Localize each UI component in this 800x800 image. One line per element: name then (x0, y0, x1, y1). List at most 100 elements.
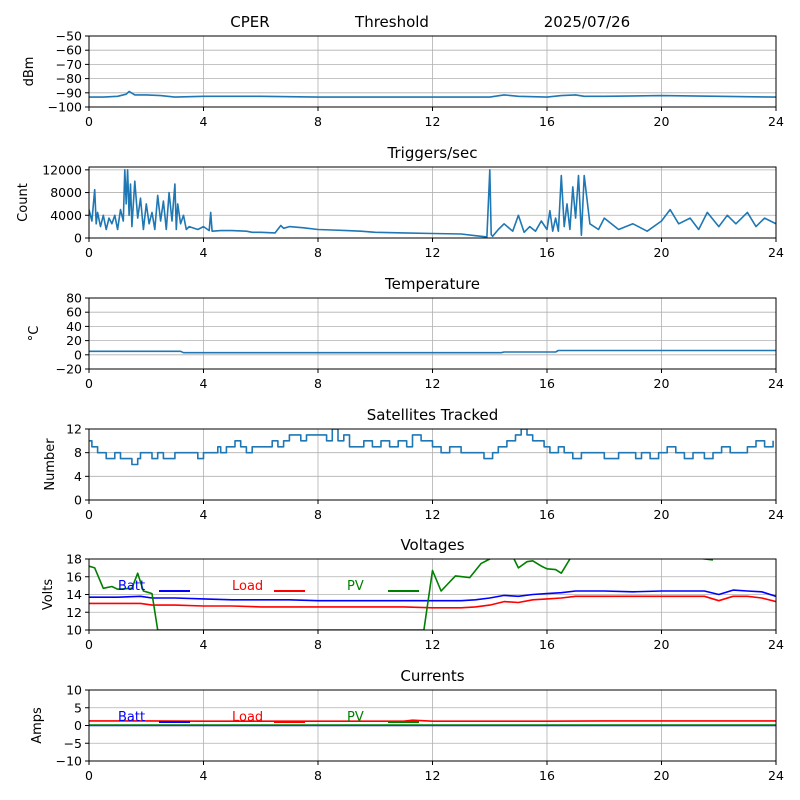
triggers-ytick-label: 12000 (42, 162, 82, 177)
voltages-xtick-label: 20 (654, 637, 670, 652)
header-site: CPER (230, 13, 269, 31)
satellites-xtick-label: 0 (85, 507, 93, 522)
voltages-chart: 0 4 8 12 16 20 24 10 12 14 16 18 Voltages Volts Batt Lo… (41, 536, 784, 652)
temperature-xtick-label: 24 (768, 376, 784, 391)
signal-xtick-label: 12 (425, 114, 441, 129)
signal-xtick-label: 20 (654, 114, 670, 129)
currents-legend-label-load: Load (232, 710, 263, 725)
satellites-xtick-label: 24 (768, 507, 784, 522)
temperature-ytick-label: 0 (74, 347, 82, 362)
satellites-xtick-label: 12 (425, 507, 441, 522)
voltages-ylabel: Volts (41, 579, 56, 611)
triggers-ytick-label: 8000 (50, 185, 82, 200)
voltages-ytick-label: 16 (66, 569, 82, 584)
triggers-xtick-label: 0 (85, 245, 93, 260)
currents-ytick-label: 5 (74, 700, 82, 715)
signal-ytick-label: −70 (56, 57, 82, 72)
temperature-ytick-label: 40 (66, 319, 82, 334)
satellites-series-0 (89, 429, 774, 466)
currents-ytick-label: 10 (66, 683, 82, 698)
triggers-ytick-label: 0 (74, 231, 82, 246)
voltages-ytick-label: 18 (66, 552, 82, 567)
satellites-xtick-label: 8 (314, 507, 322, 522)
voltages-xtick-label: 16 (539, 637, 555, 652)
currents-xtick-label: 8 (314, 768, 322, 783)
triggers-xtick-label: 8 (314, 245, 322, 260)
signal-xtick-label: 16 (539, 114, 555, 129)
temperature-ytick-label: −20 (56, 362, 82, 377)
temperature-ylabel: °C (27, 326, 42, 342)
currents-xtick-label: 4 (200, 768, 208, 783)
temperature-xtick-label: 4 (200, 376, 208, 391)
currents-title: Currents (400, 667, 464, 685)
satellites-ytick-label: 4 (74, 469, 82, 484)
signal-xtick-label: 24 (768, 114, 784, 129)
currents-series-load (89, 719, 776, 723)
satellites-title: Satellites Tracked (367, 406, 498, 424)
satellites-ylabel: Number (43, 438, 58, 491)
signal-ytick-label: −80 (56, 71, 82, 86)
voltages-xtick-label: 8 (314, 637, 322, 652)
voltages-ytick-label: 12 (66, 605, 82, 620)
triggers-ylabel: Count (16, 183, 31, 222)
header-mode: Threshold (354, 13, 429, 31)
satellites-ytick-label: 12 (66, 422, 82, 437)
voltages-legend-label-batt: Batt (118, 579, 145, 594)
signal-chart: 0 4 8 12 16 20 24 −100−90−80−70−60−50 dBm (22, 29, 784, 130)
voltages-series-load (89, 595, 776, 609)
temperature-ytick-label: 80 (66, 291, 82, 306)
currents-legend-label-batt: Batt (118, 710, 145, 725)
currents-ylabel: Amps (30, 707, 45, 744)
signal-ytick-label: −60 (56, 43, 82, 58)
triggers-xtick-label: 4 (200, 245, 208, 260)
signal-ytick-label: −90 (56, 85, 82, 100)
triggers-xtick-label: 16 (539, 245, 555, 260)
temperature-ytick-label: 60 (66, 305, 82, 320)
signal-xtick-label: 4 (200, 114, 208, 129)
temperature-xtick-label: 0 (85, 376, 93, 391)
temperature-xtick-label: 20 (654, 376, 670, 391)
currents-ytick-label: −5 (64, 736, 82, 751)
triggers-ytick-label: 4000 (50, 208, 82, 223)
voltages-xtick-label: 24 (768, 637, 784, 652)
triggers-xtick-label: 12 (425, 245, 441, 260)
satellites-xtick-label: 20 (654, 507, 670, 522)
signal-series-0 (89, 90, 776, 98)
triggers-xtick-label: 20 (654, 245, 670, 260)
temperature-xtick-label: 8 (314, 376, 322, 391)
signal-xtick-label: 0 (85, 114, 93, 129)
currents-ytick-label: −10 (56, 754, 82, 769)
currents-xtick-label: 20 (654, 768, 670, 783)
voltages-series-batt (89, 589, 776, 602)
signal-ytick-label: −50 (56, 29, 82, 44)
satellites-xtick-label: 16 (539, 507, 555, 522)
temperature-series-0 (89, 349, 776, 354)
triggers-series-0 (89, 169, 776, 238)
satellites-ytick-label: 8 (74, 445, 82, 460)
voltages-xtick-label: 12 (425, 637, 441, 652)
signal-xtick-label: 8 (314, 114, 322, 129)
voltages-series-pv (89, 559, 714, 630)
currents-ytick-label: 0 (74, 718, 82, 733)
voltages-legend-label-pv: PV (347, 579, 364, 594)
satellites-chart: 0 4 8 12 16 20 24 0 4 8 12 Satellites Tracked Number (43, 406, 784, 522)
currents-xtick-label: 16 (539, 768, 555, 783)
temperature-xtick-label: 16 (539, 376, 555, 391)
voltages-legend-label-load: Load (232, 579, 263, 594)
voltages-ytick-label: 14 (66, 587, 82, 602)
temperature-ytick-label: 20 (66, 333, 82, 348)
satellites-ytick-label: 0 (74, 493, 82, 508)
satellites-xtick-label: 4 (200, 507, 208, 522)
signal-ytick-label: −100 (48, 100, 82, 115)
currents-chart: 0 4 8 12 16 20 24 −10 −5 0 5 10 Currents Amps Batt Load… (30, 667, 784, 783)
voltages-xtick-label: 4 (200, 637, 208, 652)
triggers-xtick-label: 24 (768, 245, 784, 260)
triggers-chart: 0 4 8 12 16 20 24 0 4000 8000 12000 Triggers/sec Cou… (16, 144, 784, 260)
voltages-ytick-label: 10 (66, 623, 82, 638)
currents-xtick-label: 24 (768, 768, 784, 783)
currents-xtick-label: 0 (85, 768, 93, 783)
temperature-xtick-label: 12 (425, 376, 441, 391)
